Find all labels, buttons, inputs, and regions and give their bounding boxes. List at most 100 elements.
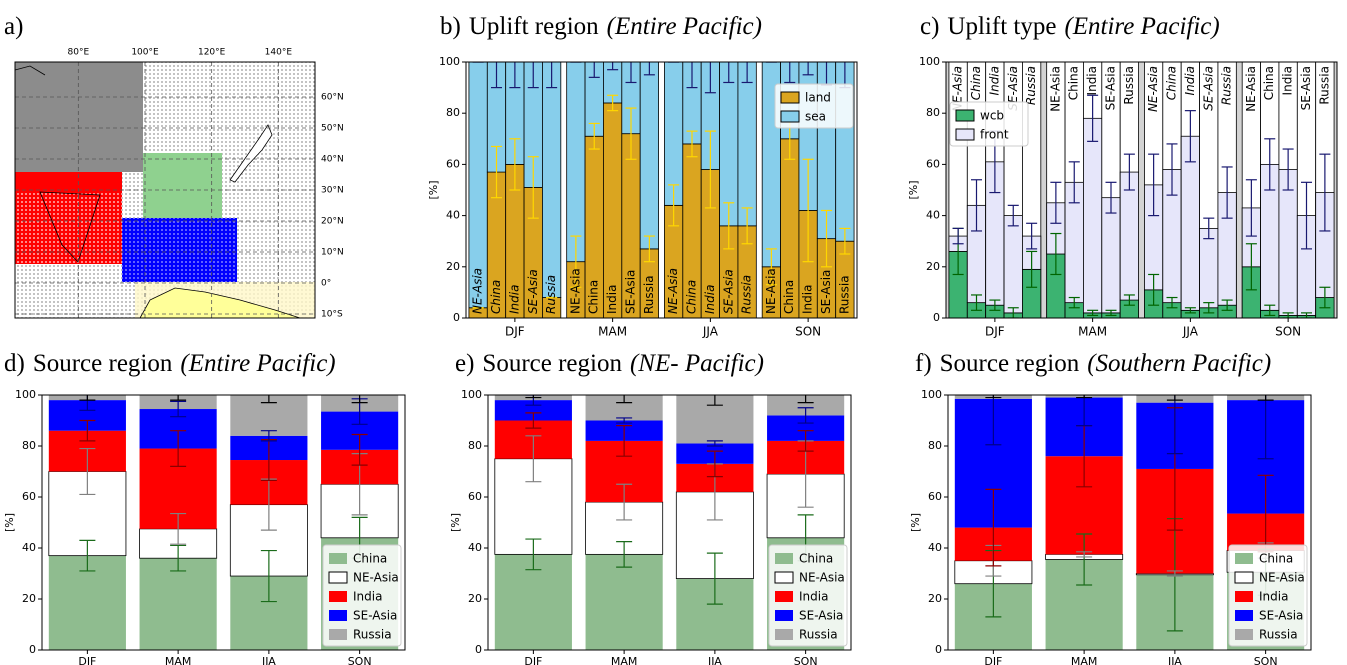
legend-swatch	[955, 109, 975, 122]
y-tick-label: 40	[468, 541, 482, 554]
title-text: Uplift region	[469, 13, 599, 40]
error-bar	[1221, 166, 1233, 219]
legend-label: Russia	[1259, 628, 1298, 642]
error-bar	[260, 549, 277, 603]
y-tick-label: 80	[446, 106, 460, 119]
y-tick-label: 0	[933, 311, 940, 324]
bars	[468, 62, 855, 318]
bar-label: India	[507, 285, 521, 314]
error-bar	[797, 407, 814, 424]
x-tick-label: SON	[348, 655, 372, 665]
bar-segment	[639, 62, 659, 250]
y-tick-label: 0	[935, 643, 942, 656]
y-tick-label: 80	[468, 439, 482, 452]
plot-frame	[487, 394, 852, 651]
error-bar	[79, 395, 96, 401]
y-tick-label: 20°N	[321, 216, 344, 226]
bar-label: China	[1262, 66, 1276, 100]
legend: China NE-Asia India SE-Asia Russia	[1228, 544, 1308, 647]
error-bar	[820, 209, 833, 268]
error-bar	[607, 62, 619, 71]
error-bar	[616, 541, 633, 568]
y-tick-label: 40°N	[321, 155, 344, 165]
legend-swatch	[329, 591, 347, 602]
y-tick-label: 80	[22, 439, 36, 452]
x-tick-label: JJA	[1167, 655, 1182, 665]
bar-segment	[1199, 227, 1219, 309]
legend-swatch	[329, 629, 347, 640]
legend-swatch	[1235, 610, 1253, 621]
error-bar	[170, 544, 187, 572]
plot-frame	[41, 394, 406, 651]
error-bar	[706, 450, 723, 478]
error-bar	[1026, 222, 1038, 250]
legend-swatch	[329, 610, 347, 621]
x-tick-label: JJA	[261, 655, 276, 665]
x-tick-label: MAM	[611, 655, 638, 665]
region-russia	[15, 62, 143, 172]
y-tick-label: 10°N	[321, 247, 344, 257]
error-bar	[1257, 395, 1274, 401]
x-tick-label: JJA	[1182, 325, 1199, 339]
bar-label: China	[969, 66, 983, 100]
bar-label: India	[1281, 66, 1295, 95]
error-bar	[1184, 110, 1196, 163]
legend: China NE-Asia India SE-Asia Russia	[768, 544, 848, 647]
legend-label: NE-Asia	[799, 571, 845, 585]
error-bar	[616, 483, 633, 521]
title-subtitle: (NE- Pacific)	[630, 350, 764, 377]
bar-label: SE-Asia	[1201, 66, 1215, 111]
bar-label: NE-Asia	[1048, 66, 1062, 112]
title-subtitle: (Entire Pacific)	[1064, 13, 1219, 40]
legend-swatch	[775, 610, 793, 621]
panel-title: e) Source region (NE- Pacific)	[455, 350, 764, 377]
bar-label: NE-Asia	[951, 66, 965, 112]
bar-segment	[1003, 215, 1023, 314]
y-tick-label: 20	[22, 592, 36, 605]
bar-label: China	[1164, 66, 1178, 100]
y-tick-label: 0°	[321, 278, 331, 288]
legend-label: NE-Asia	[1259, 571, 1305, 585]
error-bar	[1282, 148, 1294, 191]
bar-segment	[767, 395, 845, 416]
y-tick-label: 40	[446, 209, 460, 222]
error-bar	[616, 417, 633, 424]
error-bar	[1203, 217, 1215, 240]
x-tick-label: DJF	[78, 655, 96, 665]
y-tick-label: 0	[475, 643, 482, 656]
y-tick-label: 60	[468, 490, 482, 503]
y-tick-label: 60	[926, 157, 940, 170]
y-tick-label: 0	[453, 311, 460, 324]
error-bar	[490, 62, 503, 89]
y-axis-label: [%]	[427, 180, 440, 199]
legend-label: China	[799, 552, 833, 566]
bar-segment	[664, 62, 684, 206]
error-bar	[1300, 181, 1313, 250]
bar-segment	[719, 62, 739, 227]
x-tick-label: DJF	[985, 325, 1005, 339]
panel-title: d) Source region (Entire Pacific)	[4, 350, 336, 377]
legend-swatch	[1235, 553, 1253, 564]
error-bar	[170, 430, 187, 467]
region-india-north	[15, 172, 122, 192]
legend-swatch	[775, 553, 793, 564]
error-bar	[1148, 273, 1160, 306]
bar-segment	[139, 558, 217, 650]
bar-label: India	[1183, 66, 1197, 95]
region-se-asia	[122, 218, 237, 282]
error-bar	[525, 435, 542, 483]
y-axis-label: [%]	[449, 513, 462, 532]
error-bar	[686, 130, 698, 158]
error-bar	[1166, 395, 1183, 455]
x-tick-label: MAM	[165, 655, 192, 665]
title-subtitle: (Southern Pacific)	[1087, 350, 1271, 377]
bar-segment	[494, 400, 572, 421]
error-bar	[260, 430, 277, 442]
x-tick-label: SON	[1275, 325, 1301, 339]
bar-label: Russia	[642, 275, 656, 314]
error-bar	[1166, 570, 1183, 577]
y-tick-label: 10°S	[321, 309, 343, 319]
error-bar	[1282, 312, 1294, 318]
error-bar	[1068, 161, 1080, 204]
